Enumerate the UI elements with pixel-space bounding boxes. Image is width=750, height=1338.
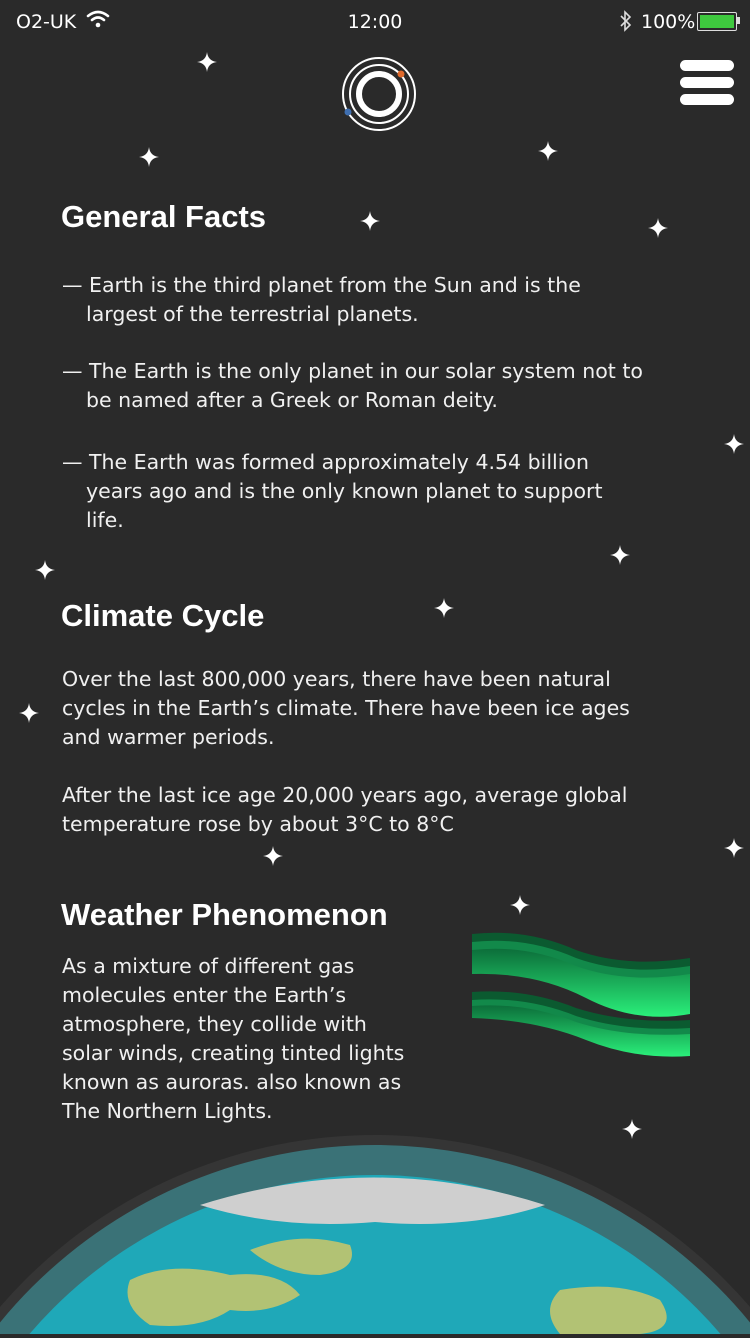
status-bar: O2-UK 12:00 100% [0,0,750,44]
star-icon [197,52,217,72]
star-icon [434,598,454,618]
aurora-illustration [466,928,696,1068]
battery-fill [700,15,734,28]
star-icon [510,895,530,915]
clock: 12:00 [347,11,403,33]
star-icon [724,838,744,858]
star-icon [263,846,283,866]
star-icon [610,545,630,565]
hamburger-menu-icon[interactable] [680,60,736,106]
star-icon [724,434,744,454]
bluetooth-icon [618,9,634,38]
star-icon [139,147,159,167]
battery-percent: 100% [641,11,696,33]
wifi-icon [86,9,110,34]
section-title-general-facts: General Facts [61,199,267,234]
carrier-label: O2-UK [16,11,77,33]
weather-paragraph: As a mixture of different gas molecules … [62,954,405,1123]
star-icon [360,211,380,231]
orbit-logo-icon[interactable] [340,55,418,133]
climate-paragraph: After the last ice age 20,000 years ago,… [62,783,628,836]
section-title-weather-phenomenon: Weather Phenomenon [61,897,388,932]
star-icon [19,703,39,723]
earth-illustration [0,1130,750,1338]
battery-icon [697,12,737,31]
climate-paragraph: Over the last 800,000 years, there have … [62,667,630,749]
section-title-climate-cycle: Climate Cycle [61,598,265,633]
star-icon [648,218,668,238]
fact-item: — Earth is the third planet from the Sun… [62,273,581,326]
star-icon [622,1119,642,1139]
star-icon [538,141,558,161]
star-icon [35,560,55,580]
battery-tip [737,17,740,24]
fact-item: — The Earth is the only planet in our so… [62,359,643,412]
fact-item: — The Earth was formed approximately 4.5… [62,450,603,532]
